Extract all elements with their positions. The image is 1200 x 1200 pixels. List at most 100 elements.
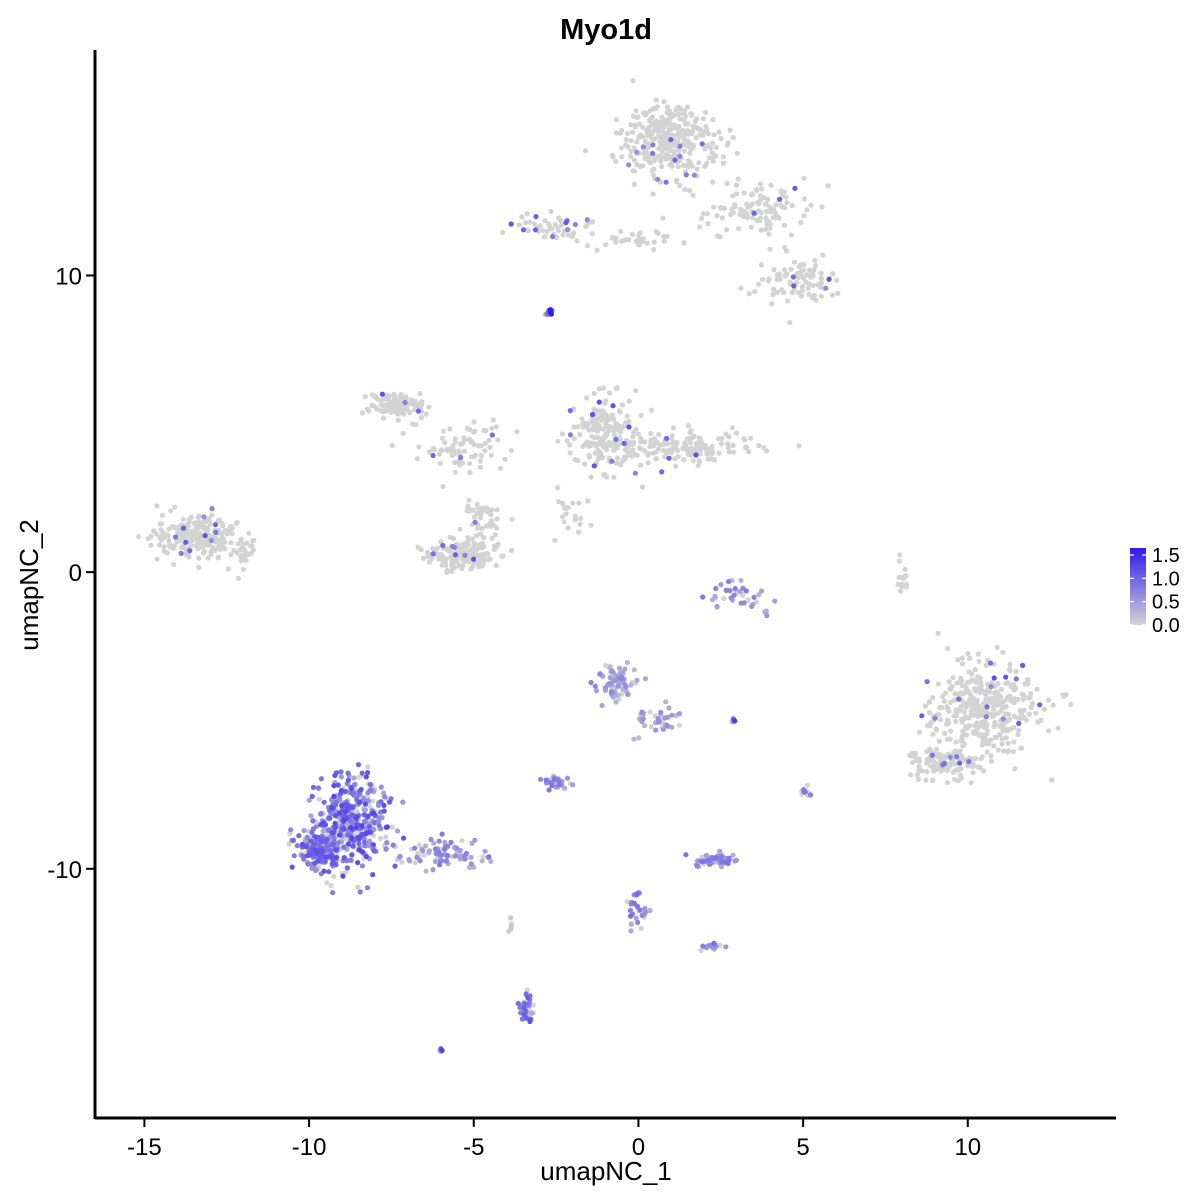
data-point — [421, 852, 427, 858]
data-point — [942, 698, 948, 705]
data-point — [466, 460, 473, 467]
data-point — [919, 768, 925, 774]
data-point — [151, 528, 157, 534]
data-point — [492, 532, 498, 538]
data-point — [634, 161, 640, 167]
data-point — [724, 142, 730, 148]
data-point — [194, 536, 200, 542]
data-point — [172, 534, 179, 540]
data-point — [499, 553, 505, 559]
data-point — [941, 753, 947, 760]
data-point — [730, 193, 736, 199]
data-point — [201, 514, 207, 520]
data-point — [415, 408, 422, 414]
data-point — [926, 699, 932, 705]
data-point — [700, 116, 707, 122]
data-point — [430, 867, 436, 873]
data-point — [341, 855, 347, 861]
data-point — [158, 527, 164, 533]
data-point — [387, 401, 393, 407]
data-point — [676, 148, 682, 154]
data-point — [700, 859, 706, 865]
data-point — [983, 696, 989, 702]
data-point — [1015, 696, 1021, 703]
data-point — [324, 880, 330, 886]
data-point — [324, 854, 330, 860]
data-point — [706, 155, 712, 161]
data-point — [356, 841, 362, 847]
data-point — [320, 848, 326, 854]
data-point — [337, 796, 343, 802]
data-point — [593, 441, 599, 447]
data-point — [477, 557, 483, 563]
data-point — [909, 753, 915, 759]
data-point — [950, 675, 956, 681]
data-point — [440, 542, 446, 549]
data-point — [431, 840, 437, 846]
data-point — [966, 669, 972, 675]
data-point — [555, 438, 561, 444]
data-point — [165, 533, 171, 539]
data-point — [745, 204, 751, 210]
data-point — [624, 659, 631, 666]
data-point — [935, 681, 942, 687]
data-point — [669, 163, 675, 169]
data-point — [636, 242, 643, 248]
data-point — [734, 430, 740, 436]
data-point — [508, 221, 514, 227]
x-tick-label: 5 — [796, 1134, 809, 1161]
data-point — [767, 246, 773, 252]
data-point — [467, 427, 473, 433]
data-point — [583, 148, 589, 154]
data-point — [338, 774, 344, 780]
data-point — [418, 414, 424, 420]
data-point — [613, 158, 619, 164]
data-point — [310, 784, 316, 790]
data-point — [606, 414, 612, 420]
data-point — [395, 417, 401, 423]
data-point — [730, 134, 736, 141]
data-point — [563, 511, 569, 517]
data-point — [810, 282, 816, 288]
data-point — [999, 736, 1005, 742]
data-point — [378, 835, 384, 841]
data-point — [818, 275, 824, 281]
data-point — [609, 458, 615, 464]
data-point — [250, 547, 256, 553]
data-point — [524, 987, 530, 993]
colorbar-label: 0.5 — [1152, 592, 1180, 614]
data-point — [332, 820, 338, 827]
data-point — [611, 432, 618, 438]
data-point — [954, 754, 960, 760]
data-point — [1000, 728, 1006, 734]
data-point — [428, 836, 434, 843]
data-point — [188, 514, 194, 520]
data-point — [704, 160, 710, 166]
data-point — [366, 824, 373, 830]
data-point — [291, 853, 297, 859]
data-point — [571, 424, 577, 430]
data-point — [782, 205, 788, 211]
data-point — [381, 802, 387, 809]
data-point — [958, 737, 964, 744]
data-point — [378, 398, 384, 404]
data-point — [560, 232, 566, 238]
data-point — [771, 267, 777, 273]
data-point — [482, 448, 488, 454]
data-point — [533, 214, 539, 220]
data-point — [487, 444, 493, 450]
data-point — [636, 735, 642, 741]
data-point — [662, 154, 668, 160]
data-point — [531, 221, 538, 227]
data-point — [634, 114, 640, 120]
data-point — [768, 182, 774, 188]
data-point — [490, 417, 496, 423]
data-point — [363, 774, 369, 780]
data-point — [992, 720, 999, 727]
data-point — [937, 754, 943, 761]
data-point — [633, 108, 639, 114]
data-point — [981, 735, 988, 741]
data-point — [240, 566, 246, 573]
data-point — [471, 453, 477, 459]
data-point — [737, 206, 744, 212]
